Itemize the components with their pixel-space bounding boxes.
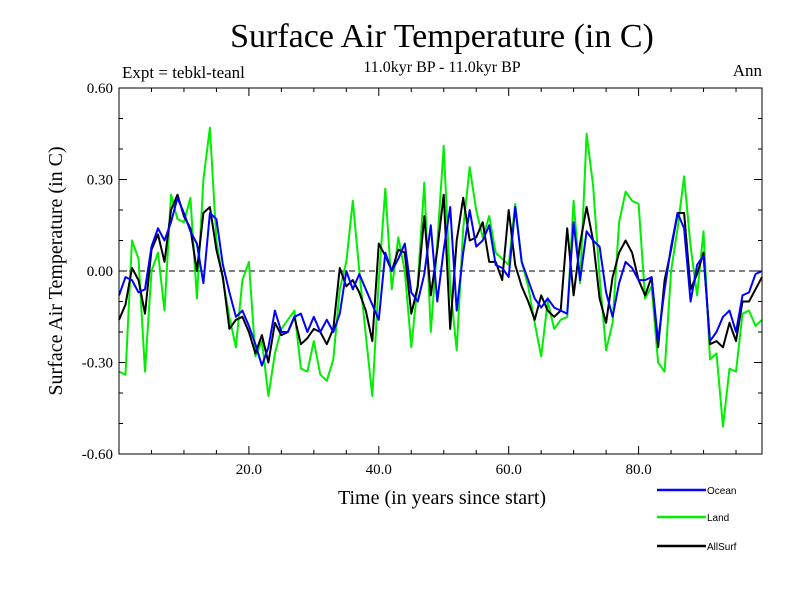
y-tick-label: -0.60 bbox=[82, 447, 113, 463]
x-tick-label: 80.0 bbox=[625, 462, 651, 478]
series-line-ocean bbox=[118, 196, 763, 367]
season-label: Ann bbox=[733, 61, 763, 80]
x-tick-label: 60.0 bbox=[496, 462, 522, 478]
legend-label-allsurf: AllSurf bbox=[707, 542, 737, 553]
experiment-label: Expt = tebkl-teanl bbox=[122, 63, 245, 82]
plot-frame bbox=[118, 87, 763, 455]
x-tick-label: 40.0 bbox=[366, 462, 392, 478]
y-tick-label: -0.30 bbox=[82, 356, 113, 372]
y-tick-label: 0.30 bbox=[87, 173, 113, 189]
x-axis-label: Time (in years since start) bbox=[338, 487, 546, 509]
x-tick-label: 20.0 bbox=[236, 462, 262, 478]
y-axis-label: Surface Air Temperature (in C) bbox=[45, 146, 67, 395]
series-lines bbox=[118, 126, 763, 428]
y-axis-ticks: -0.60 -0.30 0.00 0.30 0.60 bbox=[82, 81, 762, 463]
x-axis-ticks: 20.0 40.0 60.0 80.0 bbox=[150, 88, 737, 478]
y-tick-label: 0.60 bbox=[87, 81, 113, 97]
chart-subtitle: 11.0kyr BP - 11.0kyr BP bbox=[363, 59, 520, 76]
legend: Ocean Land AllSurf bbox=[657, 486, 737, 553]
y-tick-label: 0.00 bbox=[87, 264, 113, 280]
chart-title: Surface Air Temperature (in C) bbox=[230, 18, 654, 55]
legend-label-ocean: Ocean bbox=[707, 486, 736, 497]
legend-label-land: Land bbox=[707, 513, 729, 524]
